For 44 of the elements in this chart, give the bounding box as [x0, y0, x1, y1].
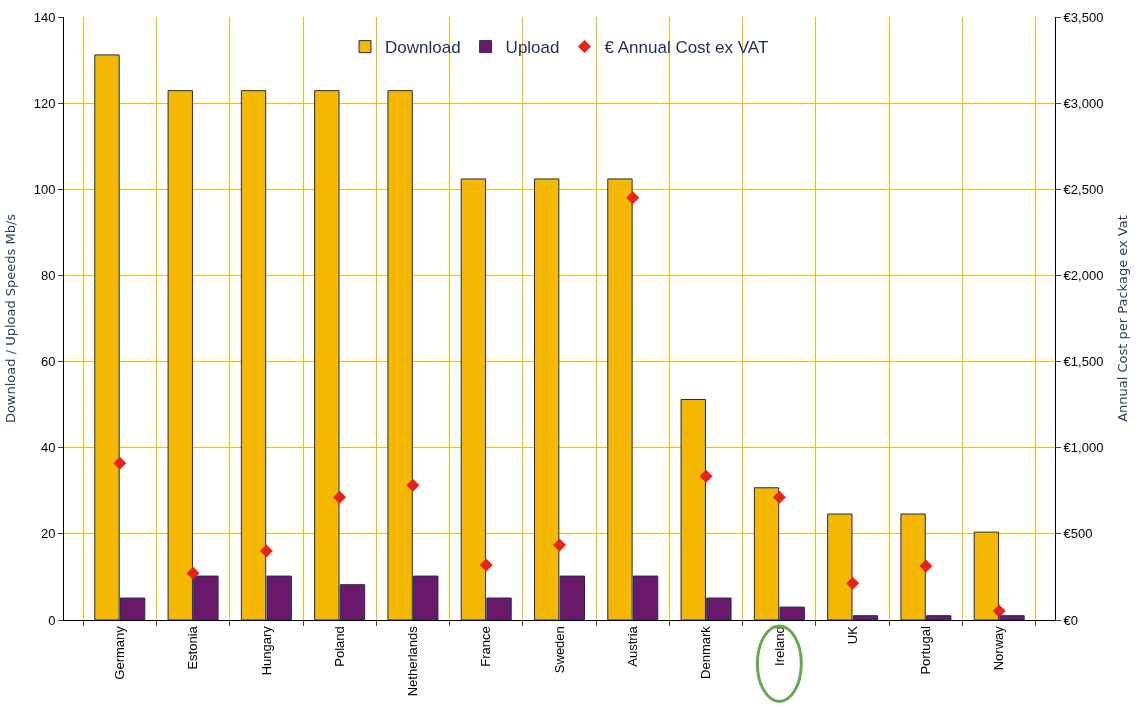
point: [846, 576, 860, 590]
y2-tick-label: €1,500: [1063, 354, 1104, 370]
x-tick-label: France: [478, 626, 494, 667]
x-tick-label: Austria: [625, 625, 641, 667]
x-tick-label: Poland: [331, 626, 347, 667]
y-tick-label: 0: [48, 612, 56, 628]
point: [259, 544, 273, 558]
x-tick-label: Ireland: [771, 626, 787, 666]
x-tick-label: Portugal: [918, 626, 934, 675]
y2-tick-label: €1,000: [1063, 440, 1104, 456]
point: [406, 478, 420, 492]
y2-tick-label: €0: [1063, 612, 1079, 628]
point: [186, 566, 200, 580]
y2-axis-title: Annual Cost per Package ex Vat: [1114, 215, 1130, 422]
y2-tick-label: €2,000: [1063, 267, 1104, 283]
y-tick-label: 20: [40, 526, 56, 542]
y-tick-label: 120: [33, 95, 56, 111]
x-tick-label: Estonia: [185, 625, 201, 670]
x-tick-label: Netherlands: [405, 625, 421, 697]
y-tick-label: 40: [40, 440, 56, 456]
point: [772, 490, 786, 504]
x-tick-label: Norway: [991, 625, 1007, 671]
y2-tick-label: €2,500: [1063, 181, 1104, 197]
point: [919, 559, 933, 573]
point: [113, 456, 127, 470]
y-tick-label: 100: [33, 181, 56, 197]
point: [333, 490, 347, 504]
x-tick-label: Sweden: [551, 626, 567, 674]
x-tick-label: Denmark: [698, 625, 714, 679]
y2-tick-label: €500: [1063, 526, 1093, 542]
y-tick-label: 60: [40, 354, 56, 370]
y-axis-title: Download / Upload Speeds Mb/s: [2, 213, 18, 424]
point: [992, 604, 1006, 618]
x-tick-label: Hungary: [258, 625, 274, 676]
y2-tick-label: €3,500: [1063, 9, 1104, 25]
y-tick-label: 140: [33, 9, 56, 25]
point: [699, 469, 713, 483]
y-tick-label: 80: [40, 267, 56, 283]
y2-tick-label: €3,000: [1063, 95, 1104, 111]
point: [626, 191, 640, 205]
point: [553, 538, 566, 552]
point: [479, 558, 493, 572]
x-tick-label: UK: [844, 625, 860, 645]
x-tick-label: Germany: [112, 625, 128, 680]
